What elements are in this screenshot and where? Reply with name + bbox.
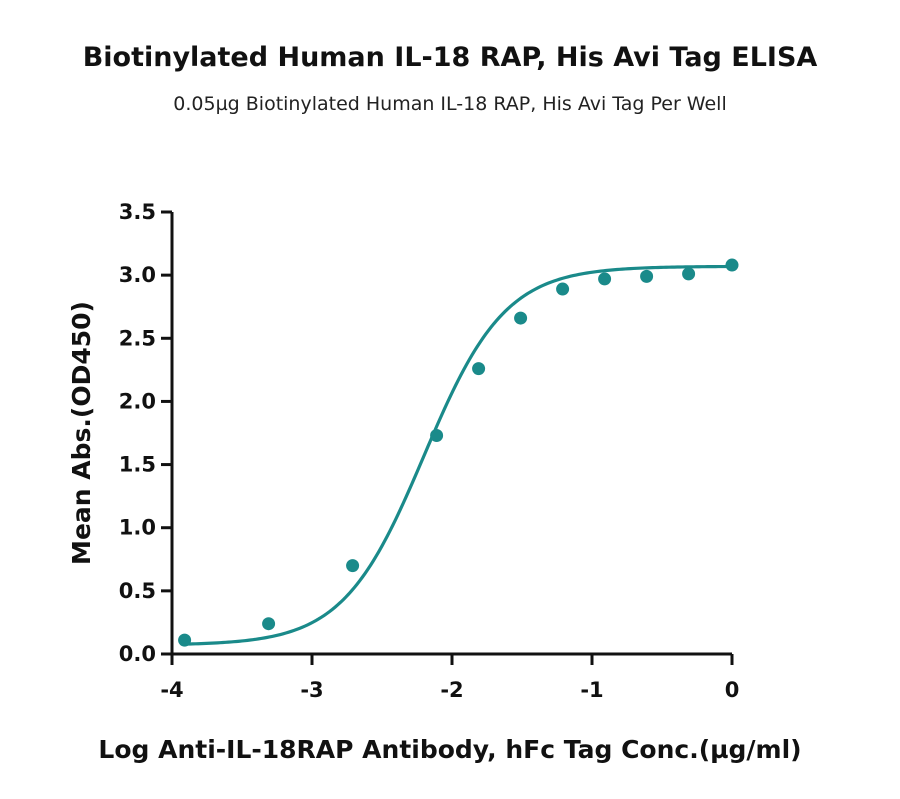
y-tick-label: 0.0 xyxy=(119,642,156,666)
y-tick-label: 3.5 xyxy=(119,200,156,224)
x-tick-label: -1 xyxy=(580,678,603,702)
data-point xyxy=(472,362,486,376)
y-tick-label: 3.0 xyxy=(119,263,156,287)
y-tick-label: 2.5 xyxy=(119,326,156,350)
data-point xyxy=(178,633,192,647)
y-axis-label: Mean Abs.(OD450) xyxy=(67,301,96,565)
x-tick-label: -2 xyxy=(440,678,463,702)
data-point xyxy=(346,559,360,573)
data-point xyxy=(725,258,739,272)
data-points xyxy=(178,258,739,647)
y-axis-ticks: 0.0 0.5 1.0 1.5 2.0 2.5 3.0 3.5 xyxy=(119,200,172,666)
data-point xyxy=(598,272,612,286)
data-point xyxy=(430,429,444,443)
chart-subtitle: 0.05µg Biotinylated Human IL-18 RAP, His… xyxy=(173,93,726,115)
x-axis-ticks: -4 -3 -2 -1 0 xyxy=(160,654,739,702)
y-tick-label: 1.0 xyxy=(119,516,156,540)
x-tick-label: 0 xyxy=(725,678,740,702)
data-point xyxy=(262,617,276,631)
data-point xyxy=(640,269,654,283)
chart-title: Biotinylated Human IL-18 RAP, His Avi Ta… xyxy=(83,42,818,73)
y-tick-label: 1.5 xyxy=(119,453,156,477)
data-point xyxy=(682,267,696,281)
y-tick-label: 0.5 xyxy=(119,579,156,603)
x-tick-label: -3 xyxy=(300,678,323,702)
fit-curve xyxy=(184,264,733,646)
x-tick-label: -4 xyxy=(160,678,183,702)
y-tick-label: 2.0 xyxy=(119,389,156,413)
x-axis-label: Log Anti-IL-18RAP Antibody, hFc Tag Conc… xyxy=(98,735,801,764)
data-point xyxy=(514,311,528,325)
data-point xyxy=(556,282,570,296)
